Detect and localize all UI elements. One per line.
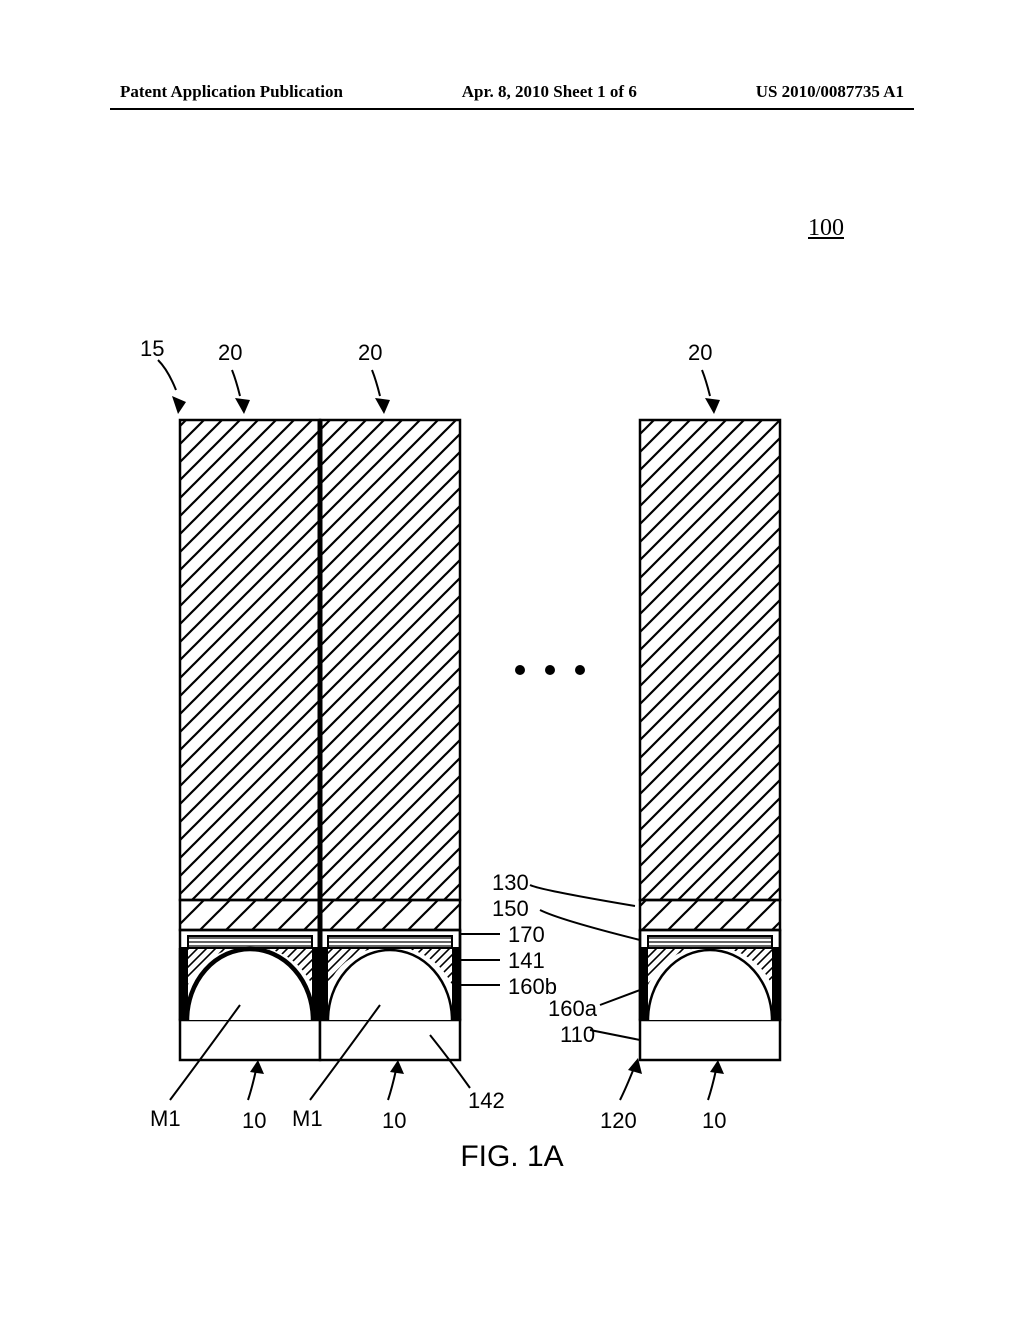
label-10b: 10 — [382, 1108, 406, 1134]
label-142: 142 — [468, 1088, 505, 1114]
label-M1a: M1 — [150, 1106, 181, 1132]
label-10a: 10 — [242, 1108, 266, 1134]
label-15: 15 — [140, 336, 164, 362]
header-left: Patent Application Publication — [120, 82, 343, 102]
label-141: 141 — [508, 948, 545, 974]
figure-caption: FIG. 1A — [0, 1140, 1024, 1174]
label-20c: 20 — [688, 340, 712, 366]
label-20a: 20 — [218, 340, 242, 366]
header-right: US 2010/0087735 A1 — [756, 82, 904, 102]
header-rule — [110, 108, 914, 110]
label-150: 150 — [492, 896, 529, 922]
label-20b: 20 — [358, 340, 382, 366]
label-160a: 160a — [548, 996, 597, 1022]
label-10c: 10 — [702, 1108, 726, 1134]
patent-diagram — [140, 340, 880, 1120]
header-center: Apr. 8, 2010 Sheet 1 of 6 — [462, 82, 637, 102]
figure-number: 100 — [808, 215, 844, 242]
label-170: 170 — [508, 922, 545, 948]
label-110: 110 — [560, 1022, 595, 1048]
label-120: 120 — [600, 1108, 637, 1134]
label-130: 130 — [492, 870, 529, 896]
label-M1b: M1 — [292, 1106, 323, 1132]
